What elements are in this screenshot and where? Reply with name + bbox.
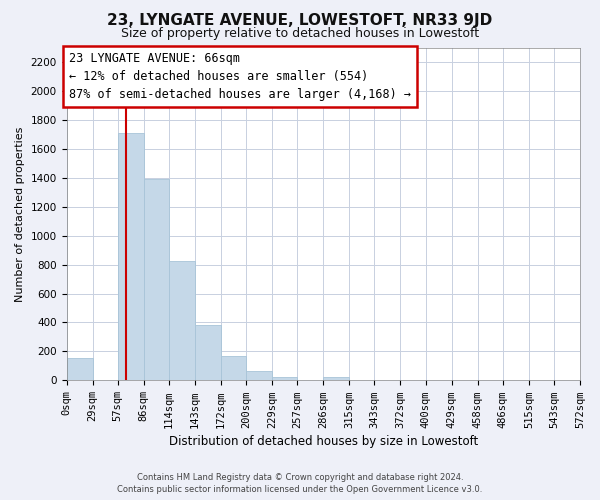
Bar [67, 358, 92, 380]
Bar [169, 261, 195, 380]
Bar [246, 371, 272, 380]
Text: Size of property relative to detached houses in Lowestoft: Size of property relative to detached ho… [121, 28, 479, 40]
Bar [323, 376, 349, 380]
Text: 23 LYNGATE AVENUE: 66sqm
← 12% of detached houses are smaller (554)
87% of semi-: 23 LYNGATE AVENUE: 66sqm ← 12% of detach… [69, 52, 411, 101]
Text: 23, LYNGATE AVENUE, LOWESTOFT, NR33 9JD: 23, LYNGATE AVENUE, LOWESTOFT, NR33 9JD [107, 12, 493, 28]
Bar [118, 133, 144, 380]
Bar [221, 356, 246, 380]
Bar [195, 324, 221, 380]
Bar [144, 179, 169, 380]
X-axis label: Distribution of detached houses by size in Lowestoft: Distribution of detached houses by size … [169, 434, 478, 448]
Bar [272, 376, 297, 380]
Y-axis label: Number of detached properties: Number of detached properties [15, 126, 25, 302]
Text: Contains HM Land Registry data © Crown copyright and database right 2024.
Contai: Contains HM Land Registry data © Crown c… [118, 473, 482, 494]
